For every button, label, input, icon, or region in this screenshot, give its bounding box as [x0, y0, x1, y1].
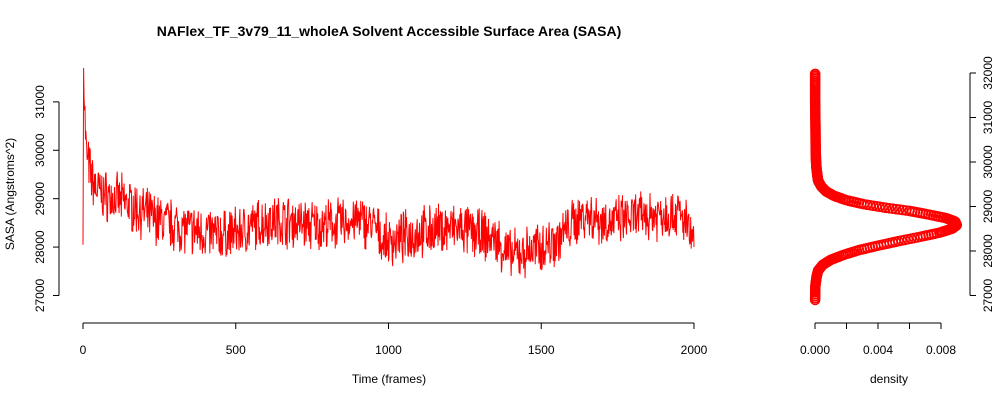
- timeseries-y-axis: 27000 28000 29000 30000 31000: [33, 85, 60, 312]
- timeseries-panel: 0 500 1000 1500 2000 27000 28000 29000 30000 310…: [3, 67, 708, 386]
- density-y-axis: 27000 28000 29000 30000 31000 32000: [969, 56, 995, 312]
- density-y-tick-label: 31000: [981, 100, 995, 134]
- timeseries-x-tick-label: 0: [80, 343, 87, 357]
- density-x-tick-label: 0.008: [926, 343, 956, 357]
- timeseries-x-tick-label: 1000: [375, 343, 402, 357]
- timeseries-y-tick-label: 29000: [33, 182, 47, 216]
- density-y-tick-label: 28000: [981, 234, 995, 268]
- timeseries-y-tick-label: 30000: [33, 133, 47, 167]
- timeseries-y-tick-label: 28000: [33, 230, 47, 264]
- timeseries-x-axis-label: Time (frames): [352, 372, 426, 386]
- sasa-timeseries-line: [82, 67, 695, 279]
- timeseries-x-tick-label: 1500: [528, 343, 555, 357]
- density-y-tick-label: 30000: [981, 145, 995, 179]
- timeseries-x-tick-label: 500: [226, 343, 246, 357]
- timeseries-y-axis-label: SASA (Angstroms^2): [3, 138, 17, 250]
- density-point: [809, 294, 821, 306]
- timeseries-y-tick-label: 27000: [33, 278, 47, 312]
- density-y-tick-label: 29000: [981, 189, 995, 223]
- timeseries-x-tick-label: 2000: [681, 343, 708, 357]
- timeseries-y-tick-label: 31000: [33, 85, 47, 119]
- density-points: [809, 68, 963, 306]
- density-panel: 0.000 0.004 0.008 27000 28000 29000 30000 3100…: [800, 56, 995, 386]
- density-x-tick-label: 0.004: [863, 343, 893, 357]
- density-y-tick-label: 32000: [981, 56, 995, 90]
- chart-title: NAFlex_TF_3v79_11_wholeA Solvent Accessi…: [157, 23, 622, 39]
- timeseries-x-axis: 0 500 1000 1500 2000: [80, 322, 708, 357]
- density-x-axis-label: density: [870, 372, 908, 386]
- density-x-axis: 0.000 0.004 0.008: [800, 322, 956, 357]
- density-x-tick-label: 0.000: [800, 343, 830, 357]
- density-y-tick-label: 27000: [981, 278, 995, 312]
